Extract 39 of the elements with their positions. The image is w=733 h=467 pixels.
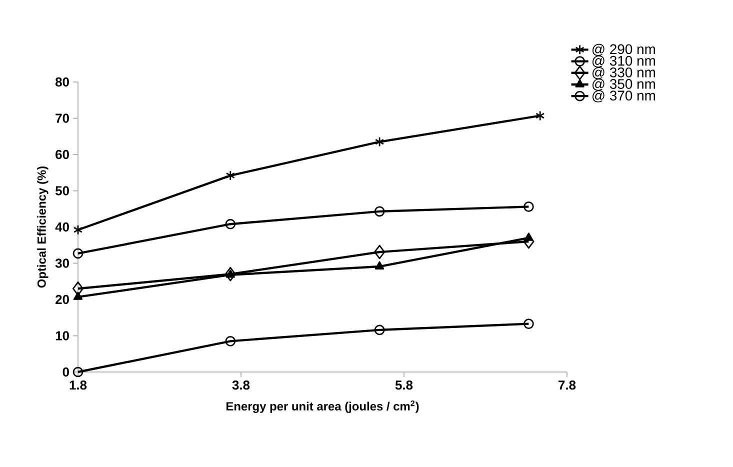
x-tick-label: 3.8 xyxy=(232,380,250,390)
y-tick-label: 0 xyxy=(62,367,69,377)
point xyxy=(374,136,384,147)
point xyxy=(225,336,236,346)
point xyxy=(536,110,545,121)
legend-label: @ 290 nm xyxy=(592,44,656,56)
point xyxy=(374,261,384,270)
legend-label: @ 310 nm xyxy=(592,55,656,68)
y-axis-title: Optical Efficiency (%) xyxy=(37,166,48,288)
point xyxy=(224,266,236,282)
point xyxy=(73,224,83,236)
x-tick-label: 1.8 xyxy=(70,380,87,390)
y-tick-label: 10 xyxy=(56,331,69,340)
x-tick-label: 5.8 xyxy=(395,380,413,390)
point xyxy=(72,366,84,378)
point xyxy=(374,324,385,336)
point xyxy=(73,292,83,300)
point xyxy=(524,202,534,212)
y-tick-label: 40 xyxy=(55,222,69,232)
y-tick-label: 30 xyxy=(55,258,69,268)
y-tick-label: 60 xyxy=(56,150,69,160)
point xyxy=(374,206,385,217)
y-tick-label: 20 xyxy=(56,294,69,304)
point xyxy=(226,270,235,278)
y-tick-label: 70 xyxy=(56,114,69,123)
point xyxy=(225,218,236,230)
legend-label: @ 330 nm xyxy=(592,67,656,80)
point xyxy=(524,232,534,241)
point xyxy=(72,248,84,259)
x-axis-title: Energy per unit area (joules / cm$^{2}$) xyxy=(226,400,419,413)
point xyxy=(72,281,84,296)
point xyxy=(374,244,386,260)
point xyxy=(226,170,235,181)
y-tick-label: 50 xyxy=(56,186,69,196)
legend-label: @ 350 nm xyxy=(592,78,656,91)
x-tick-label: 7.8 xyxy=(558,380,576,390)
point xyxy=(524,318,534,329)
y-tick-label: 80 xyxy=(56,77,69,87)
legend-label: @ 370 nm xyxy=(592,90,656,102)
